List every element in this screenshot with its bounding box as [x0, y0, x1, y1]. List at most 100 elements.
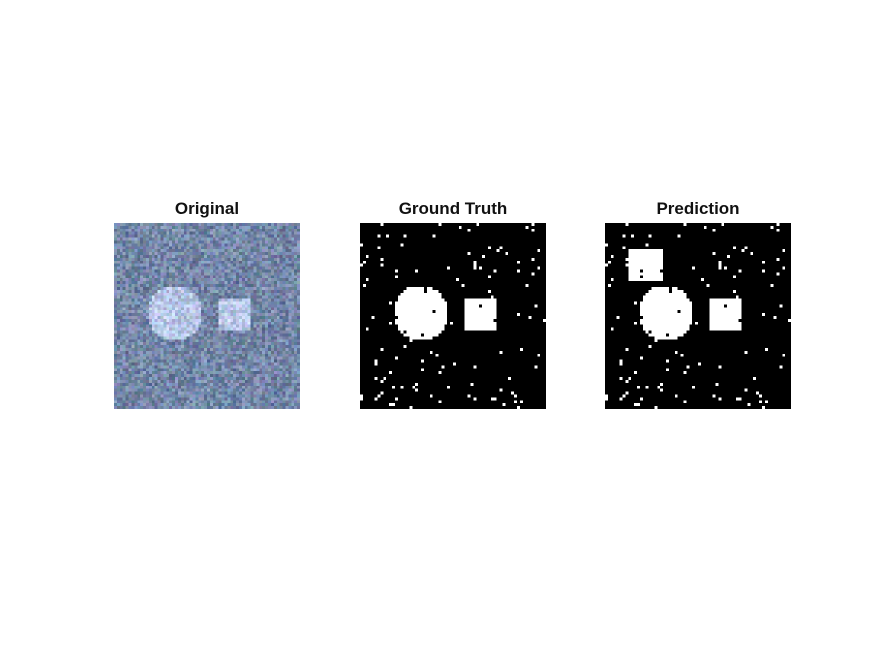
prediction-speckle	[686, 365, 690, 369]
truth-speckle	[365, 254, 369, 258]
prediction-speckle	[648, 234, 652, 238]
truth-speckle	[360, 243, 363, 247]
prediction-speckle	[674, 394, 678, 398]
prediction-speckle	[639, 275, 643, 279]
prediction-mask	[605, 223, 791, 409]
truth-speckle	[365, 327, 369, 331]
truth-speckle	[493, 318, 497, 322]
truth-speckle	[543, 318, 546, 322]
truth-speckle	[473, 266, 477, 270]
truth-speckle	[441, 295, 445, 299]
prediction-speckle	[761, 269, 765, 273]
prediction-speckle	[744, 388, 748, 392]
prediction-speckle	[753, 377, 757, 380]
truth-speckle	[473, 263, 477, 267]
truth-speckle	[380, 257, 384, 261]
prediction-speckle	[683, 223, 687, 226]
prediction-speckle	[654, 406, 658, 409]
truth-speckle	[389, 301, 392, 305]
prediction-speckle	[732, 246, 736, 250]
truth-speckle	[487, 289, 491, 293]
prediction-speckle	[674, 350, 678, 354]
truth-speckle	[429, 394, 433, 398]
prediction-speckle	[732, 289, 736, 293]
prediction-speckle	[619, 362, 623, 366]
truth-speckle	[502, 403, 506, 407]
truth-speckle	[519, 400, 523, 404]
prediction-speckle	[622, 394, 626, 398]
prediction-speckle	[718, 397, 722, 401]
prediction-speckle	[779, 365, 783, 369]
prediction-speckle	[619, 397, 623, 401]
truth-speckle	[534, 365, 538, 369]
prediction-speckle	[645, 385, 649, 389]
prediction-speckle	[605, 394, 608, 398]
prediction-speckle	[634, 403, 637, 407]
truth-speckle	[455, 278, 459, 282]
truth-speckle	[514, 400, 517, 404]
prediction-speckle	[610, 278, 614, 282]
truth-speckle	[380, 391, 384, 395]
truth-speckle	[394, 316, 398, 319]
prediction-speckle	[759, 394, 762, 398]
prediction-speckle	[680, 353, 684, 357]
truth-speckle	[438, 223, 442, 226]
prediction-speckle	[744, 246, 748, 250]
prediction-speckle	[660, 388, 664, 392]
truth-speckle	[458, 225, 462, 229]
truth-speckle	[499, 350, 503, 354]
prediction-speckle	[692, 385, 696, 389]
truth-speckle	[365, 278, 369, 282]
truth-background	[360, 223, 546, 409]
truth-speckle	[447, 266, 451, 270]
prediction-speckle	[738, 318, 742, 322]
truth-speckle	[377, 234, 381, 238]
prediction-speckle	[625, 263, 629, 267]
truth-speckle	[403, 234, 407, 238]
truth-speckle	[380, 379, 384, 383]
prediction-speckle	[660, 269, 664, 273]
prediction-speckle	[776, 272, 780, 276]
prediction-speckle	[718, 260, 722, 264]
truth-speckle	[374, 397, 378, 401]
prediction-speckle	[648, 345, 652, 348]
prediction-speckle	[683, 400, 687, 404]
truth-speckle	[377, 246, 381, 250]
prediction-speckle	[703, 225, 707, 229]
truth-speckle	[528, 316, 532, 319]
panel-title-original: Original	[174, 199, 240, 218]
truth-speckle	[432, 310, 436, 314]
truth-speckle	[389, 403, 392, 407]
prediction-speckle	[634, 321, 637, 325]
truth-speckle	[415, 388, 419, 392]
ground-truth-mask	[360, 223, 546, 409]
truth-speckle	[479, 304, 483, 308]
truth-speckle	[537, 266, 541, 270]
truth-speckle	[511, 391, 515, 395]
prediction-speckle	[724, 304, 728, 308]
prediction-speckle	[747, 403, 751, 407]
original-noisy-image	[114, 223, 300, 409]
truth-speckle	[403, 330, 407, 334]
truth-speckle	[391, 403, 395, 407]
prediction-speckle	[727, 254, 730, 258]
truth-speckle	[380, 347, 384, 351]
panel-title-ground-truth: Ground Truth	[398, 199, 508, 218]
prediction-speckle	[782, 249, 786, 253]
truth-speckle	[476, 223, 480, 226]
truth-speckle	[371, 316, 375, 319]
prediction-speckle	[677, 234, 681, 238]
prediction-speckle	[660, 382, 664, 386]
truth-speckle	[360, 397, 363, 401]
prediction-speckle	[776, 257, 780, 261]
truth-speckle	[383, 377, 387, 380]
truth-speckle	[377, 394, 381, 398]
prediction-speckle	[764, 347, 768, 351]
truth-speckle	[450, 321, 453, 325]
prediction-speckle	[776, 223, 780, 226]
truth-speckle	[441, 365, 445, 369]
truth-speckle	[525, 284, 529, 287]
truth-speckle	[394, 269, 398, 273]
truth-speckle	[493, 269, 497, 273]
prediction-speckle	[622, 234, 626, 238]
